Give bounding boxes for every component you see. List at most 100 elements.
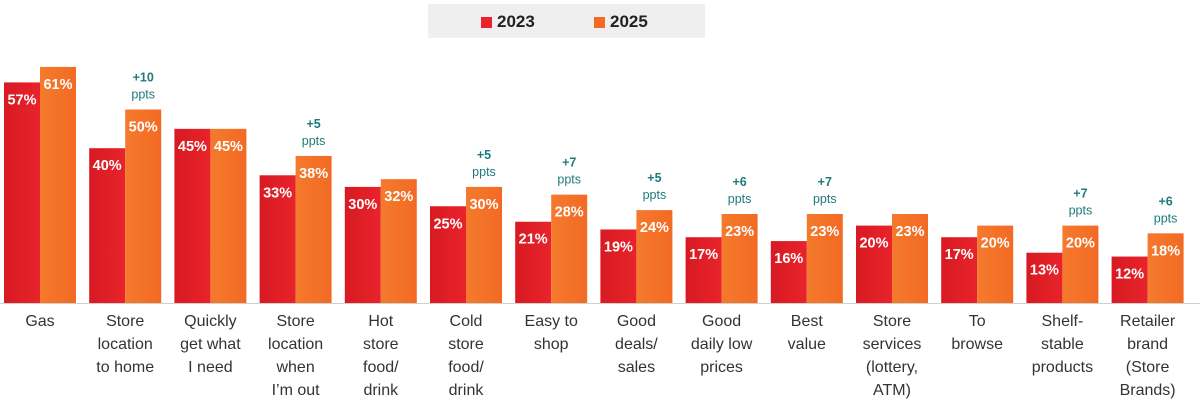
data-label-2023-3: 33% — [263, 185, 292, 201]
category-label-3-3: I’m out — [272, 382, 321, 399]
delta-annotation-7-0: +5 — [647, 171, 661, 185]
bar-2025-3 — [295, 155, 332, 303]
data-label-2025-4: 32% — [384, 189, 413, 205]
category-label-2-0: Quickly — [184, 313, 236, 330]
category-label-10-1: services — [863, 336, 922, 353]
category-label-6-0: Easy to — [525, 313, 578, 330]
delta-annotation-7-1: ppts — [643, 188, 667, 202]
bar-2025-1 — [125, 109, 162, 303]
bar-2023-8 — [685, 237, 722, 303]
category-label-3-1: location — [268, 336, 323, 353]
data-label-2023-10: 20% — [859, 236, 888, 252]
legend-label-2025: 2025 — [610, 12, 648, 31]
bar-2023-2 — [174, 128, 211, 303]
data-label-2025-7: 24% — [640, 220, 669, 236]
delta-annotation-6-1: ppts — [557, 173, 581, 187]
category-label-10-3: ATM) — [873, 382, 911, 399]
category-label-8-2: prices — [700, 359, 743, 376]
bar-2025-12 — [1062, 225, 1099, 303]
bar-2023-3 — [259, 175, 296, 303]
delta-annotation-12-0: +7 — [1073, 187, 1087, 201]
category-label-12-0: Shelf- — [1042, 313, 1084, 330]
bar-2025-6 — [551, 194, 588, 303]
data-label-2025-6: 28% — [555, 205, 584, 221]
bar-2025-11 — [977, 225, 1014, 303]
legend-label-2023: 2023 — [497, 12, 535, 31]
category-label-8-1: daily low — [691, 336, 753, 353]
data-label-2025-13: 18% — [1151, 243, 1180, 259]
data-label-2023-4: 30% — [348, 197, 377, 213]
category-label-4-1: store — [363, 336, 399, 353]
category-label-5-3: drink — [449, 382, 485, 399]
category-label-4-0: Hot — [368, 313, 393, 330]
data-label-2025-12: 20% — [1066, 236, 1095, 252]
data-label-2025-5: 30% — [469, 197, 498, 213]
bar-2025-0 — [40, 66, 76, 304]
delta-annotation-13-0: +6 — [1158, 194, 1172, 208]
bar-2023-4 — [344, 186, 381, 303]
legend: 2023 2025 — [428, 4, 705, 38]
bar-2025-7 — [636, 210, 673, 303]
delta-annotation-3-0: +5 — [306, 117, 320, 131]
data-label-2025-2: 45% — [214, 139, 243, 155]
category-label-13-1: brand — [1127, 336, 1168, 353]
category-label-11-1: browse — [951, 336, 1003, 353]
category-label-4-3: drink — [363, 382, 399, 399]
bar-2025-9 — [806, 213, 843, 303]
data-label-2025-0: 61% — [43, 77, 72, 93]
category-label-1-1: location — [98, 336, 153, 353]
bar-2025-4 — [380, 179, 417, 303]
bar-2023-7 — [600, 229, 637, 303]
data-label-2023-11: 17% — [945, 247, 974, 263]
category-label-3-2: when — [275, 359, 314, 376]
category-label-9-0: Best — [791, 313, 824, 330]
bar-2023-12 — [1026, 252, 1063, 303]
category-label-1-0: Store — [106, 313, 144, 330]
data-label-2025-8: 23% — [725, 224, 754, 240]
bar-2025-5 — [466, 186, 502, 303]
category-label-7-2: sales — [618, 359, 655, 376]
bar-2023-11 — [941, 237, 978, 303]
data-label-2023-0: 57% — [7, 92, 36, 108]
data-label-2023-13: 12% — [1115, 267, 1144, 283]
legend-swatch-2023 — [481, 16, 492, 28]
delta-annotation-3-1: ppts — [302, 134, 326, 148]
delta-annotation-9-0: +7 — [818, 175, 832, 189]
data-label-2025-11: 20% — [981, 236, 1010, 252]
bar-2025-8 — [721, 213, 758, 303]
delta-annotation-1-0: +10 — [133, 71, 154, 85]
delta-annotation-13-1: ppts — [1154, 211, 1178, 225]
bar-2023-10 — [856, 225, 892, 303]
bar-2023-1 — [89, 148, 126, 303]
delta-annotation-8-0: +6 — [732, 175, 746, 189]
delta-annotation-8-1: ppts — [728, 192, 752, 206]
data-label-2023-6: 21% — [519, 232, 548, 248]
category-label-9-1: value — [788, 336, 826, 353]
bar-2023-6 — [515, 221, 552, 303]
category-label-8-0: Good — [702, 313, 741, 330]
data-label-2023-2: 45% — [178, 139, 207, 155]
category-label-11-0: To — [969, 313, 986, 330]
data-label-2023-8: 17% — [689, 247, 718, 263]
category-label-4-2: food/ — [363, 359, 399, 376]
category-label-5-2: food/ — [448, 359, 484, 376]
category-label-7-1: deals/ — [615, 336, 658, 353]
legend-item-2023: 2023 — [481, 12, 535, 31]
category-label-1-2: to home — [96, 359, 154, 376]
data-label-2025-10: 23% — [895, 224, 924, 240]
bar-2023-9 — [770, 241, 807, 303]
category-label-2-2: I need — [188, 359, 232, 376]
legend-swatch-2025 — [594, 16, 605, 28]
data-label-2023-7: 19% — [604, 239, 633, 255]
category-label-3-0: Store — [276, 313, 314, 330]
category-label-10-2: (lottery, — [866, 359, 918, 376]
category-label-12-2: products — [1032, 359, 1093, 376]
delta-annotation-9-1: ppts — [813, 192, 837, 206]
category-label-5-0: Cold — [450, 313, 483, 330]
bar-2023-0 — [4, 82, 40, 303]
category-label-13-3: Brands) — [1120, 382, 1176, 399]
bar-2023-13 — [1111, 256, 1148, 303]
category-label-10-0: Store — [873, 313, 911, 330]
data-label-2023-12: 13% — [1030, 263, 1059, 279]
